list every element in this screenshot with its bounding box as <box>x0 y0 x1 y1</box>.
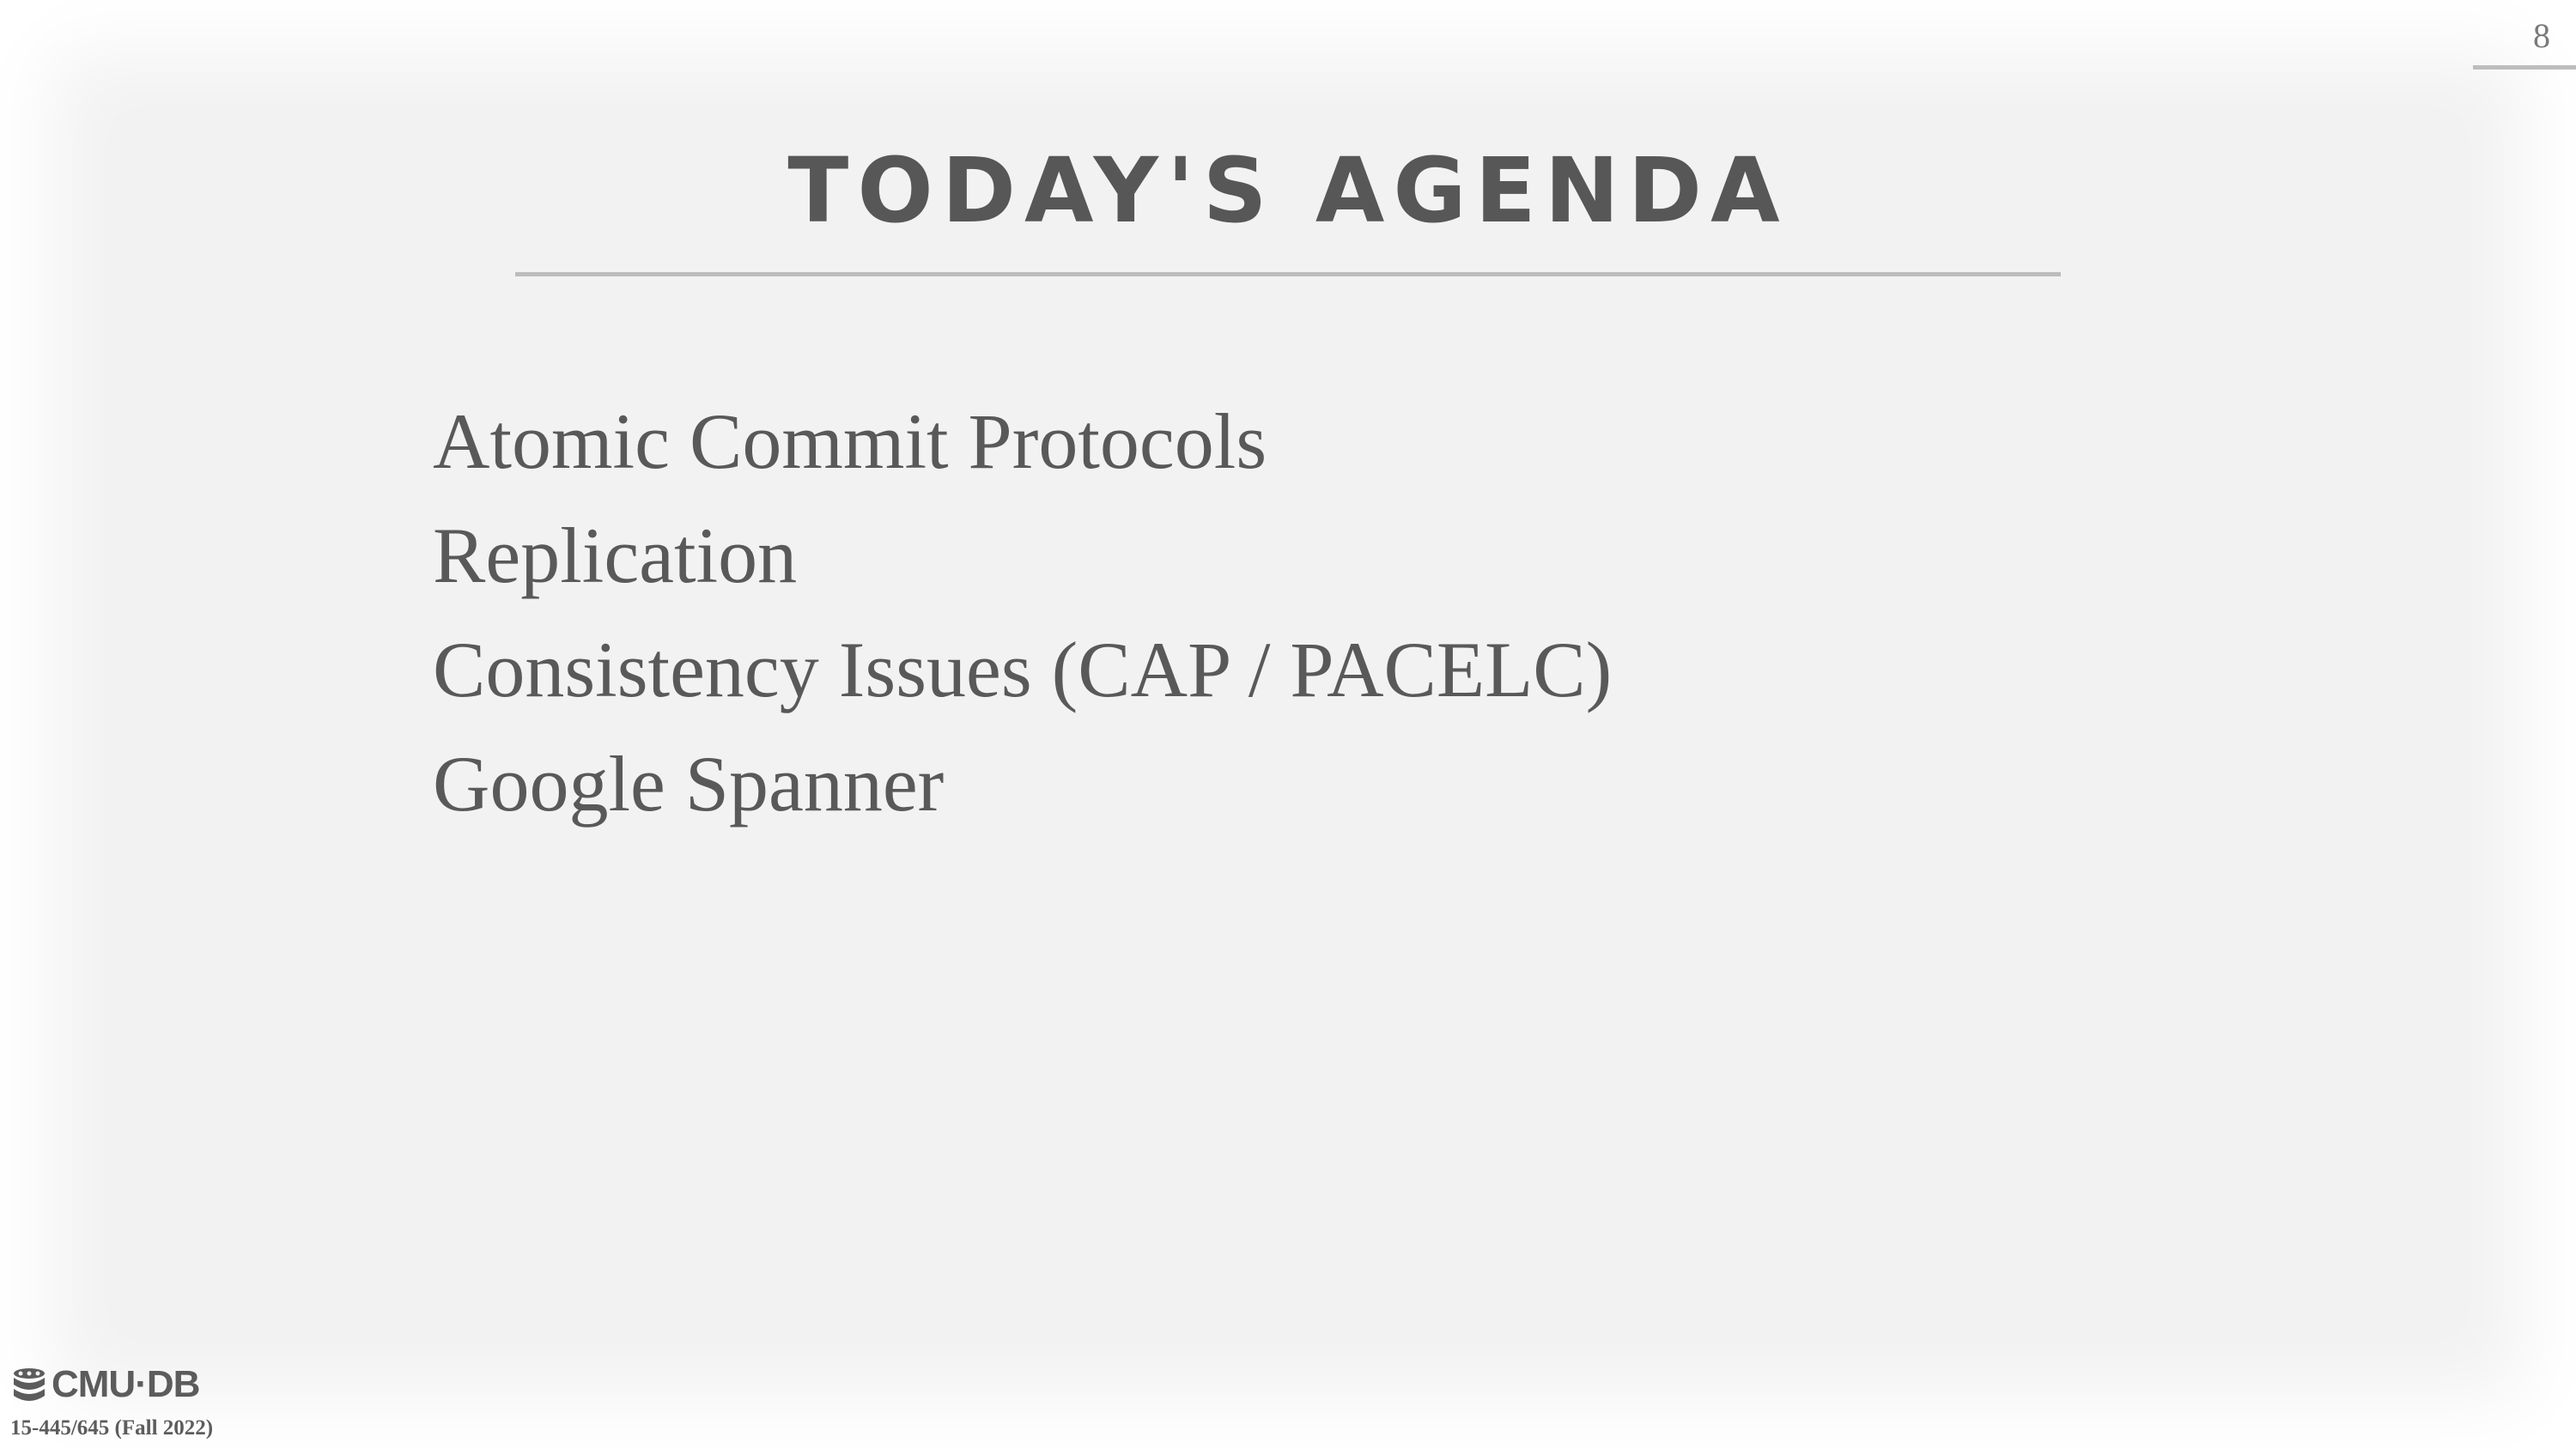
title-divider <box>515 272 2061 276</box>
logo-text: CMU·DB <box>52 1363 200 1405</box>
course-label: 15-445/645 (Fall 2022) <box>10 1416 214 1440</box>
agenda-list: Atomic Commit Protocols Replication Cons… <box>433 385 1612 841</box>
agenda-item: Consistency Issues (CAP / PACELC) <box>433 626 1613 713</box>
agenda-item: Replication <box>433 512 798 599</box>
page-number: 8 <box>2533 16 2550 55</box>
agenda-item: Google Spanner <box>433 740 945 828</box>
slide-title: TODAY'S AGENDA <box>787 138 1789 243</box>
agenda-item: Atomic Commit Protocols <box>433 397 1267 485</box>
database-stack-icon <box>14 1368 45 1401</box>
page-number-divider <box>2473 65 2576 70</box>
cmu-db-logo: CMU·DB <box>10 1363 200 1406</box>
